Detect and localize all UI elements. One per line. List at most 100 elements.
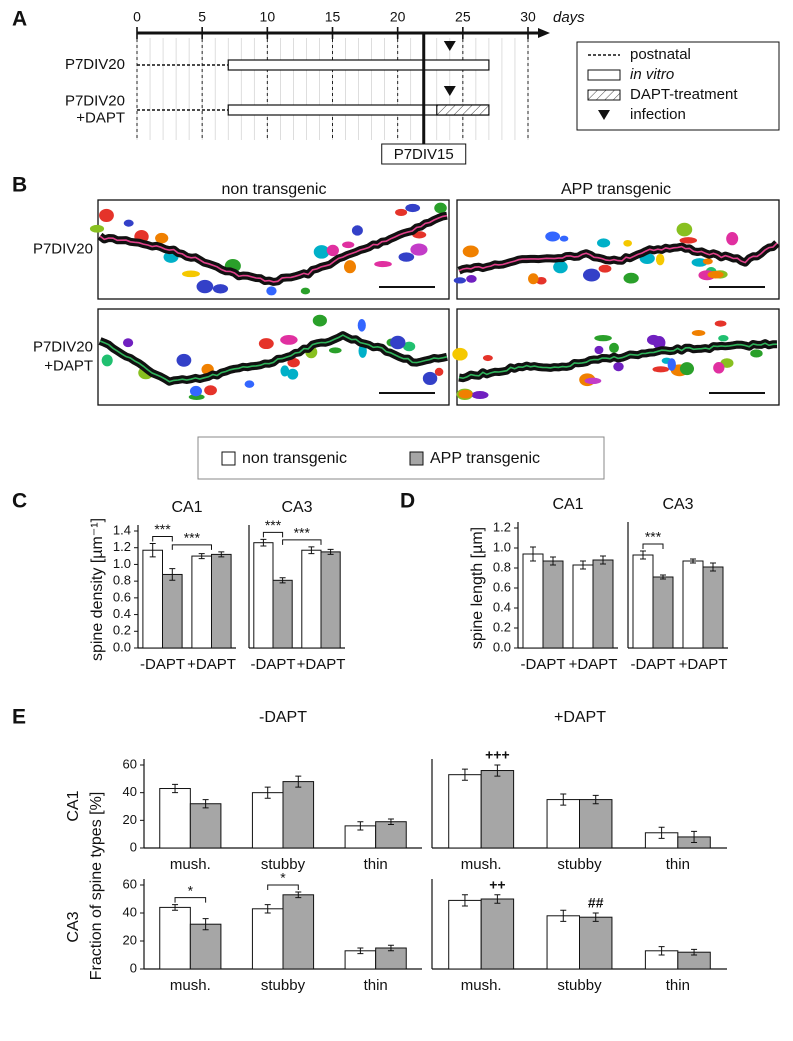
spine <box>726 232 739 246</box>
legend-label: DAPT-treatment <box>630 86 738 103</box>
error-bar <box>295 891 302 899</box>
error-bar <box>198 553 205 560</box>
bar <box>522 553 544 649</box>
significance-label: *** <box>154 521 171 537</box>
bar <box>142 549 163 649</box>
legend-swatch <box>221 451 236 466</box>
spine <box>528 273 539 285</box>
error-bar <box>660 574 666 580</box>
spine <box>653 335 666 350</box>
legend-label: infection <box>630 106 686 123</box>
bar <box>162 573 183 649</box>
spine <box>312 314 327 327</box>
legend-symbol <box>587 89 621 101</box>
x-tick-label: thin <box>364 856 388 873</box>
significance-label: * <box>188 882 194 898</box>
error-bar <box>169 568 176 581</box>
x-tick-label: 10 <box>260 9 276 25</box>
significance-label: *** <box>184 530 201 546</box>
spine <box>453 277 466 284</box>
bar <box>191 555 212 649</box>
significance-bracket <box>642 543 664 549</box>
spine <box>266 286 277 296</box>
error-bar <box>710 562 716 572</box>
spine <box>584 377 602 385</box>
error-bar <box>172 783 179 794</box>
significance-label: * <box>280 870 286 886</box>
bar <box>480 898 515 970</box>
micrograph <box>456 199 780 300</box>
spine <box>594 345 604 355</box>
spine <box>434 202 447 214</box>
error-bar <box>550 556 556 566</box>
bar <box>253 542 274 649</box>
error-bar <box>295 775 302 788</box>
panel-letter: A <box>12 8 27 31</box>
y-tick-label: 0 <box>130 960 137 975</box>
y-tick-label: 0.4 <box>113 606 131 621</box>
x-tick-label: 15 <box>325 9 341 25</box>
error-bar <box>260 538 267 547</box>
spine <box>434 367 444 377</box>
bar <box>189 803 222 849</box>
bar <box>282 781 315 849</box>
spine <box>398 252 415 262</box>
y-tick-label: 0.0 <box>493 639 511 654</box>
in-vitro-span <box>227 59 490 71</box>
legend-symbol <box>598 110 610 120</box>
row-label: +DAPT <box>44 357 93 374</box>
legend-label: postnatal <box>630 46 691 63</box>
spine <box>357 319 366 332</box>
marker-label: P7DIV15 <box>394 146 454 163</box>
y-tick-label: 0.2 <box>113 623 131 638</box>
error-bar <box>580 560 586 570</box>
y-tick-label: 0.2 <box>493 619 511 634</box>
y-tick-label: 1.4 <box>113 522 131 537</box>
error-bar <box>640 550 646 560</box>
error-bar <box>327 548 334 555</box>
y-tick-label: 1.2 <box>113 539 131 554</box>
spine <box>313 245 330 259</box>
error-bar <box>202 918 209 931</box>
significance-bracket <box>152 536 173 542</box>
error-bar <box>357 821 364 831</box>
spine <box>623 272 639 284</box>
panel-letter: B <box>12 174 27 197</box>
row-label: CA1 <box>65 790 82 821</box>
spine <box>714 320 727 327</box>
bar <box>159 906 191 970</box>
spine <box>750 349 763 358</box>
error-bar <box>600 555 606 565</box>
y-tick-label: 0.8 <box>493 559 511 574</box>
x-tick-label: -DAPT <box>521 656 566 673</box>
bar <box>301 549 322 649</box>
legend-label: in vitro <box>630 66 674 83</box>
spine <box>204 385 217 396</box>
spine <box>452 347 468 361</box>
spine <box>553 260 568 274</box>
spine <box>471 391 489 399</box>
y-axis-label: Fraction of spine types [%] <box>88 792 105 981</box>
significance-bracket <box>267 884 299 890</box>
error-bar <box>264 786 271 799</box>
error-bar <box>494 764 501 777</box>
bar <box>448 899 482 970</box>
bar <box>579 916 613 970</box>
legend-swatch <box>409 451 424 466</box>
chart-title: CA1 <box>171 499 202 516</box>
row-label: P7DIV20 <box>33 240 93 257</box>
spine <box>623 239 632 247</box>
significance-bracket <box>174 897 207 903</box>
spine <box>155 232 169 244</box>
x-tick-label: 5 <box>198 9 206 25</box>
spine <box>212 284 229 294</box>
y-axis-label: spine density [µm⁻¹] <box>89 518 106 661</box>
significance-bracket <box>262 531 284 538</box>
row-label: P7DIV20 <box>65 92 125 109</box>
panel-letter: C <box>12 490 27 513</box>
spine <box>182 270 200 278</box>
spine <box>713 362 725 374</box>
spine <box>196 279 214 294</box>
spine <box>545 231 561 242</box>
y-tick-label: 40 <box>123 904 137 919</box>
